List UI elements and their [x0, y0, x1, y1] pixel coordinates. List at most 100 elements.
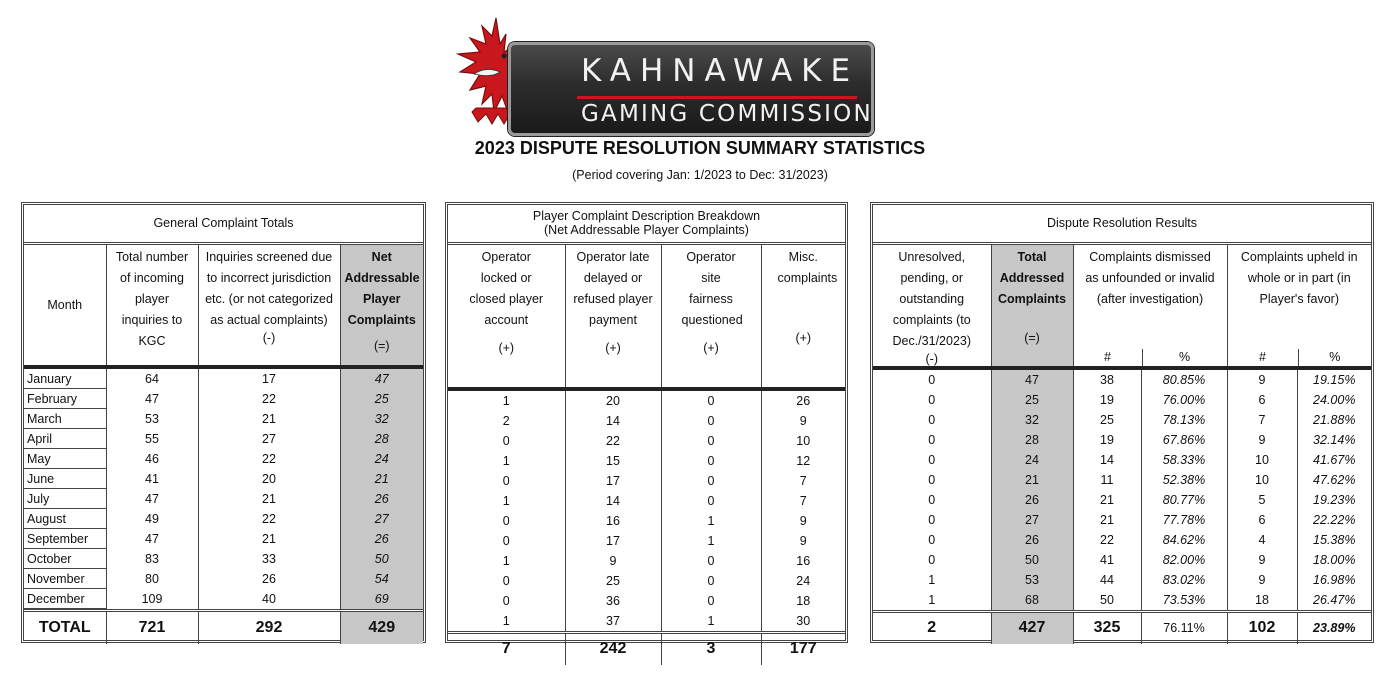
table-row: 0 27 21 77.78% 6 22.22%: [873, 509, 1371, 530]
upheld-pct-cell: 26.47%: [1296, 589, 1371, 611]
fairness-cell: 0: [660, 410, 761, 431]
late-cell: 17: [564, 530, 661, 551]
incoming-cell: 47: [105, 389, 198, 409]
month-cell: October: [24, 549, 106, 569]
net-cell: 21: [339, 469, 423, 489]
locked-cell: 2: [502, 413, 510, 428]
locked-cell: 1: [502, 393, 510, 408]
net-cell: 47: [339, 367, 423, 389]
locked-cell: 1: [502, 493, 510, 508]
screened-cell: 22: [197, 449, 340, 469]
logo-line-gaming-commission: GAMING COMMISSION: [581, 101, 873, 127]
panel-title: General Complaint Totals: [24, 205, 423, 245]
table-row: December 109 40 69: [24, 589, 423, 611]
misc-cell: 7: [760, 490, 845, 511]
upheld-pct-cell: 21.88%: [1296, 409, 1371, 430]
unresolved-cell: 0: [928, 492, 936, 507]
table-row: September 47 21 26: [24, 529, 423, 549]
kgc-logo: KAHNAWAKE GAMING COMMISSION: [452, 16, 882, 136]
late-header: Operator late delayed or refused player …: [564, 243, 661, 391]
dismissed-num-cell: 25: [1072, 409, 1141, 430]
total-addressed-cell: 27: [990, 509, 1073, 530]
upheld-num-cell: 5: [1226, 489, 1297, 510]
screened-cell: 26: [197, 569, 340, 589]
panel-title: Player Complaint Description Breakdown (…: [448, 205, 845, 245]
month-cell: April: [24, 429, 106, 449]
total-incoming: 721: [105, 609, 198, 644]
upheld-num-cell: 4: [1226, 529, 1297, 550]
total-addressed-cell: 47: [990, 367, 1073, 390]
plus-symbol: (+): [703, 340, 719, 355]
table-row: April 55 27 28: [24, 429, 423, 449]
locked-cell: 1: [502, 553, 510, 568]
total-fairness: 3: [660, 630, 761, 665]
upheld-pct-header: %: [1297, 348, 1372, 364]
net-cell: 69: [339, 589, 423, 611]
total-upheld-pct: 23.89%: [1296, 609, 1371, 644]
unresolved-cell: 0: [928, 452, 936, 467]
report-title: 2023 DISPUTE RESOLUTION SUMMARY STATISTI…: [474, 138, 926, 158]
upheld-pct-cell: 18.00%: [1296, 549, 1371, 570]
table-row: November 80 26 54: [24, 569, 423, 589]
month-cell: July: [24, 489, 106, 509]
late-cell: 14: [564, 410, 661, 431]
table-row: March 53 21 32: [24, 409, 423, 429]
screened-cell: 33: [197, 549, 340, 569]
total-addressed-cell: 32: [990, 409, 1073, 430]
misc-cell: 30: [760, 610, 845, 632]
table-row: 0 47 38 80.85% 9 19.15%: [873, 367, 1371, 390]
dismissed-num-cell: 21: [1072, 489, 1141, 510]
unresolved-cell: 0: [928, 552, 936, 567]
upheld-num-cell: 10: [1226, 469, 1297, 490]
misc-header: Misc. complaints (+): [760, 243, 845, 391]
total-upheld-num: 102: [1226, 609, 1297, 644]
net-cell: 28: [339, 429, 423, 449]
upheld-num-cell: 6: [1226, 389, 1297, 410]
late-cell: 22: [564, 430, 661, 451]
screened-cell: 21: [197, 409, 340, 429]
upheld-num-cell: 9: [1226, 367, 1297, 390]
fairness-cell: 0: [660, 490, 761, 511]
complaint-breakdown-table: Player Complaint Description Breakdown (…: [448, 205, 845, 665]
screened-cell: 21: [197, 489, 340, 509]
fairness-cell: 1: [660, 530, 761, 551]
table-row: February 47 22 25: [24, 389, 423, 409]
table-row: 1 68 50 73.53% 18 26.47%: [873, 589, 1371, 611]
incoming-cell: 83: [105, 549, 198, 569]
late-cell: 37: [564, 610, 661, 632]
upheld-pct-cell: 41.67%: [1296, 449, 1371, 470]
locked-cell: 0: [502, 513, 510, 528]
table-row: 1 9 0 16: [448, 550, 845, 571]
misc-cell: 9: [760, 510, 845, 531]
incoming-cell: 64: [105, 367, 198, 389]
table-row: January 64 17 47: [24, 367, 423, 389]
plus-symbol: (+): [498, 340, 515, 355]
table-row: 0 24 14 58.33% 10 41.67%: [873, 449, 1371, 470]
incoming-cell: 41: [105, 469, 198, 489]
upheld-pct-cell: 32.14%: [1296, 429, 1371, 450]
upheld-header: Complaints upheld in whole or in part (i…: [1226, 243, 1372, 370]
table-row: 0 36 0 18: [448, 590, 845, 611]
dismissed-pct-cell: 77.78%: [1140, 509, 1227, 530]
total-net: 429: [339, 609, 423, 644]
month-cell: March: [24, 409, 106, 429]
dismissed-pct-cell: 82.00%: [1140, 549, 1227, 570]
month-cell: June: [24, 469, 106, 489]
total-addressed: 427: [990, 609, 1073, 644]
screened-cell: 20: [197, 469, 340, 489]
total-addressed-cell: 24: [990, 449, 1073, 470]
incoming-cell: 46: [105, 449, 198, 469]
net-cell: 24: [339, 449, 423, 469]
upheld-num-cell: 9: [1226, 569, 1297, 590]
total-dismissed-pct: 76.11%: [1140, 609, 1227, 644]
fairness-cell: 1: [660, 510, 761, 531]
misc-cell: 16: [760, 550, 845, 571]
total-addressed-cell: 21: [990, 469, 1073, 490]
screened-cell: 40: [197, 589, 340, 611]
general-totals-table: General Complaint Totals Month Total num…: [24, 205, 423, 644]
total-label: TOTAL: [24, 609, 106, 644]
late-cell: 16: [564, 510, 661, 531]
table-row: 2 14 0 9: [448, 410, 845, 431]
misc-cell: 12: [760, 450, 845, 471]
table-row: 0 28 19 67.86% 9 32.14%: [873, 429, 1371, 450]
